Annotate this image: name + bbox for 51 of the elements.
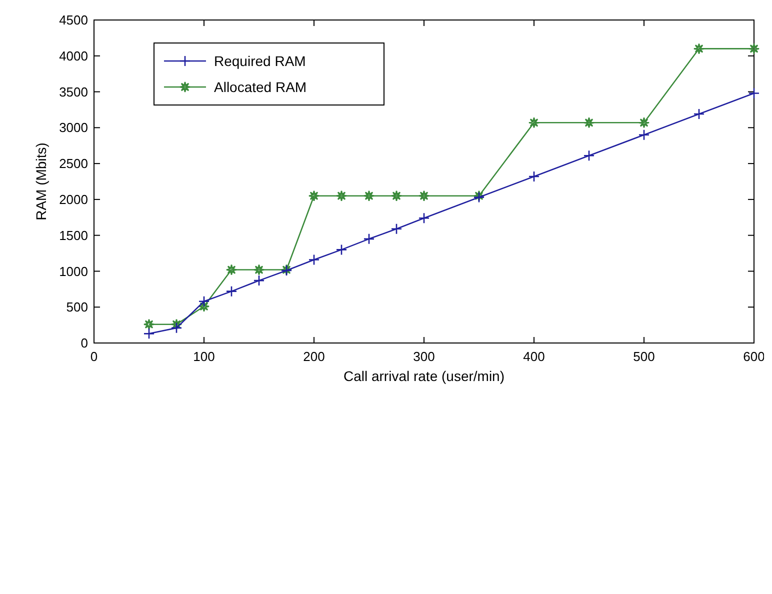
point: [143, 318, 155, 330]
legend-label: Allocated RAM: [214, 78, 307, 95]
point: [638, 129, 650, 140]
point: [748, 43, 760, 54]
x-tick-label: 300: [413, 349, 435, 364]
x-tick-label: 500: [633, 349, 655, 364]
point: [336, 190, 348, 202]
y-tick-label: 3500: [59, 84, 88, 100]
point: [226, 286, 238, 297]
point: [418, 190, 430, 202]
x-axis-title: Call arrival rate (user/min): [343, 368, 505, 384]
point: [363, 190, 375, 202]
point: [528, 170, 540, 182]
point: [528, 116, 540, 128]
point: [583, 150, 595, 162]
point: [198, 296, 210, 308]
point: [390, 223, 402, 235]
point: [583, 116, 595, 128]
y-tick-label: 1500: [59, 228, 88, 243]
y-tick-label: 0: [80, 336, 88, 351]
point: [308, 190, 320, 202]
x-tick-label: 200: [303, 349, 325, 364]
y-tick-label: 3000: [59, 120, 88, 136]
point: [748, 88, 760, 99]
point: [418, 212, 430, 224]
point: [390, 190, 402, 202]
x-tick-label: 400: [523, 349, 545, 364]
point: [143, 328, 155, 340]
x-tick-label: 0: [90, 349, 98, 364]
point: [693, 43, 705, 54]
point: [308, 254, 320, 266]
y-tick-label: 2500: [59, 156, 88, 172]
point: [693, 108, 705, 120]
y-tick-label: 500: [66, 300, 88, 315]
point: [226, 264, 238, 276]
y-tick-label: 1000: [59, 264, 88, 279]
point: [638, 116, 650, 128]
point: [363, 233, 375, 245]
y-tick-label: 4500: [59, 12, 88, 28]
point: [336, 244, 348, 256]
point: [170, 318, 182, 330]
point: [253, 274, 265, 286]
point: [170, 322, 182, 334]
point: [198, 300, 210, 312]
y-axis-title: RAM (Mbits): [33, 142, 49, 220]
x-tick-label: 100: [193, 349, 215, 364]
x-tick-label: 600: [743, 349, 765, 364]
point: [253, 264, 265, 276]
y-tick-label: 2000: [59, 192, 88, 207]
legend-label: Required RAM: [214, 52, 306, 69]
y-tick-label: 4000: [59, 48, 88, 64]
